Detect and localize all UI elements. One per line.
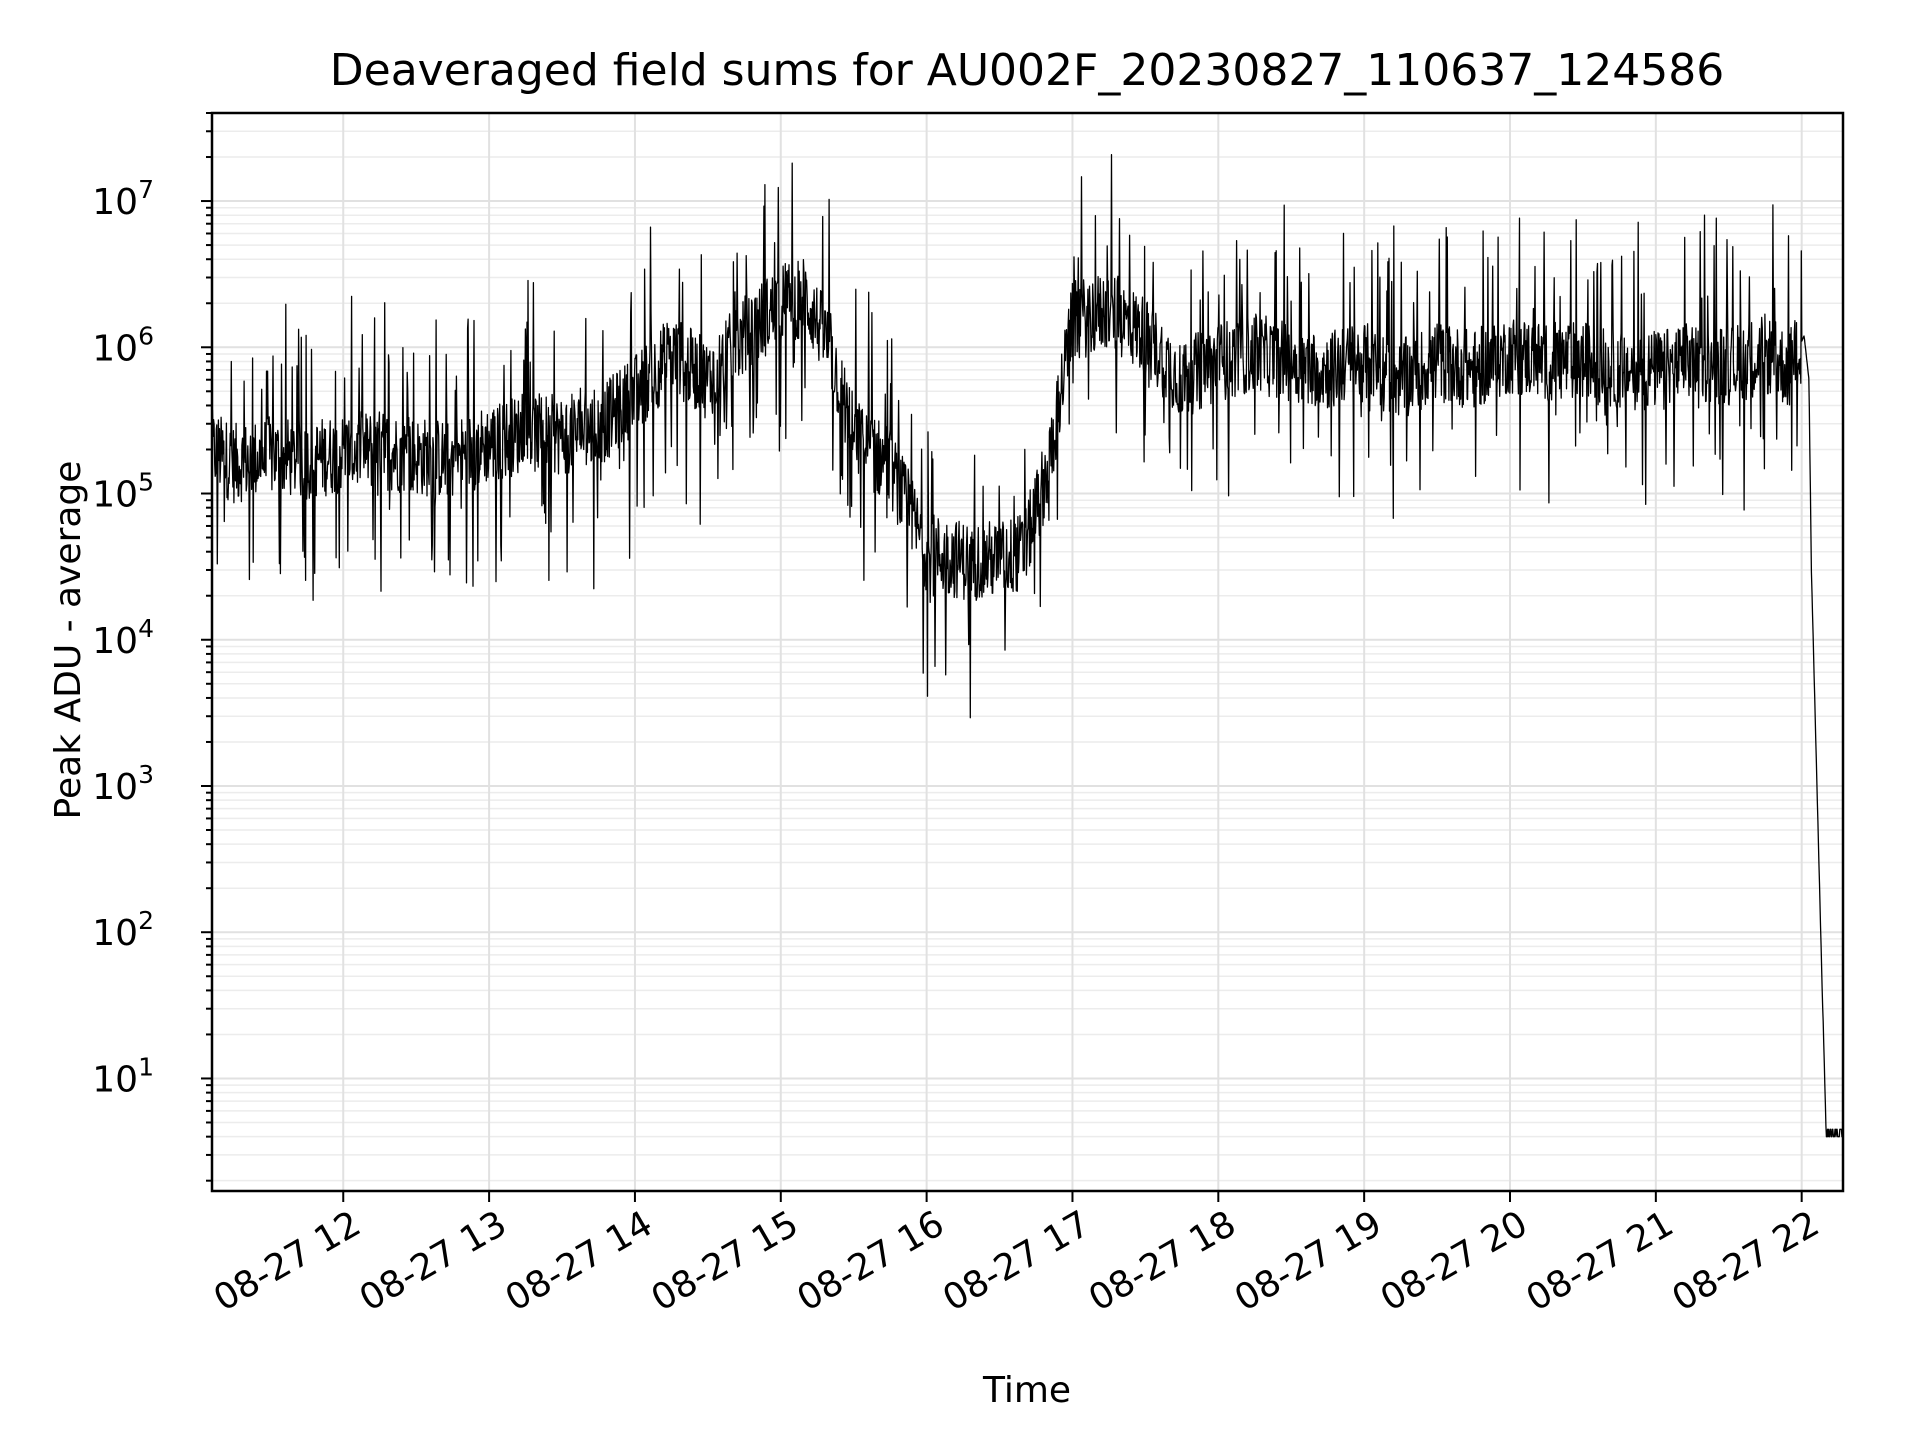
series-layer [211, 154, 1844, 1138]
y-tick-label: 103 [92, 760, 154, 808]
x-axis-label: Time [982, 1370, 1071, 1411]
y-tick-label: 107 [92, 175, 154, 223]
y-axis-label: Peak ADU - average [48, 461, 89, 820]
y-tick-label: 105 [92, 468, 154, 516]
series-line [211, 154, 1844, 1138]
y-tick-label: 106 [92, 321, 154, 369]
y-tick-label: 101 [92, 1052, 154, 1100]
grid [212, 112, 1843, 1191]
plot-frame [210, 111, 1845, 1193]
y-axis: 101 102 103 104 105 106 107 [92, 112, 212, 1182]
chart-title: Deaveraged field sums for AU002F_2023082… [330, 45, 1724, 96]
y-tick-label: 102 [92, 906, 154, 954]
y-tick-label: 104 [92, 614, 154, 662]
